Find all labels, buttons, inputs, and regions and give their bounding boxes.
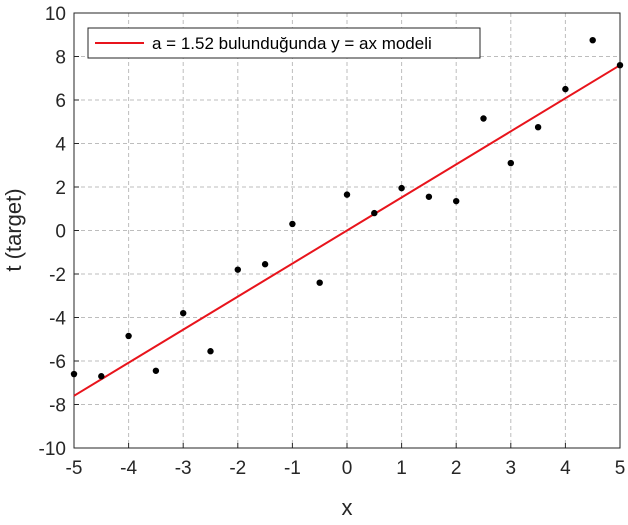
data-point [316,279,323,286]
x-axis: -5 -4 -3 -2 -1 0 1 2 3 4 5 [66,443,626,479]
y-tick-label: -8 [49,396,66,417]
y-tick-label: 10 [45,4,66,25]
data-point [70,370,78,378]
y-tick-label: 0 [55,222,66,243]
data-point [207,348,214,355]
data-point [98,373,105,380]
fit-line [73,64,621,397]
x-tick-label: 2 [451,458,462,479]
x-tick-label: -1 [284,458,301,479]
data-point [425,193,433,200]
x-tick-label: 1 [396,458,407,479]
y-axis-label: t (target) [1,188,26,271]
y-tick-label: -4 [49,309,66,330]
x-tick-label: 3 [506,458,517,479]
x-tick-label: 4 [560,458,571,479]
data-point [534,123,542,131]
data-point [343,191,351,198]
data-point [453,197,460,205]
x-tick-label: -5 [66,458,83,479]
x-axis-label: x [342,495,353,520]
legend-box [87,27,481,59]
data-point [261,261,269,268]
y-tick-label: 8 [55,48,66,69]
y-tick-label: 2 [55,178,66,199]
data-point [562,85,569,93]
y-tick-label: 4 [55,135,66,156]
y-tick-label: -2 [49,265,66,286]
x-tick-label: 5 [615,458,626,479]
legend-label: a = 1.52 bulunduğunda y = ax modeli [152,34,432,53]
x-tick-label: -4 [120,458,137,479]
data-point [125,332,132,340]
series-layer [70,36,624,397]
y-tick-label: -10 [39,439,66,460]
data-point [589,36,596,44]
y-axis: -10 -8 -6 -4 -2 0 2 4 6 8 10 [39,4,79,460]
data-point [507,159,514,167]
x-tick-label: -2 [229,458,246,479]
data-point [234,266,241,273]
data-point [616,61,624,69]
data-point [152,367,160,374]
data-point [180,309,187,317]
legend: a = 1.52 bulunduğunda y = ax modeli [87,27,481,59]
y-tick-label: -6 [49,352,66,373]
data-point [289,220,296,228]
x-tick-label: -3 [175,458,192,479]
data-point [371,209,378,217]
y-tick-label: 6 [55,91,66,112]
data-point [398,184,405,192]
x-tick-label: 0 [342,458,353,479]
data-point [480,115,487,122]
